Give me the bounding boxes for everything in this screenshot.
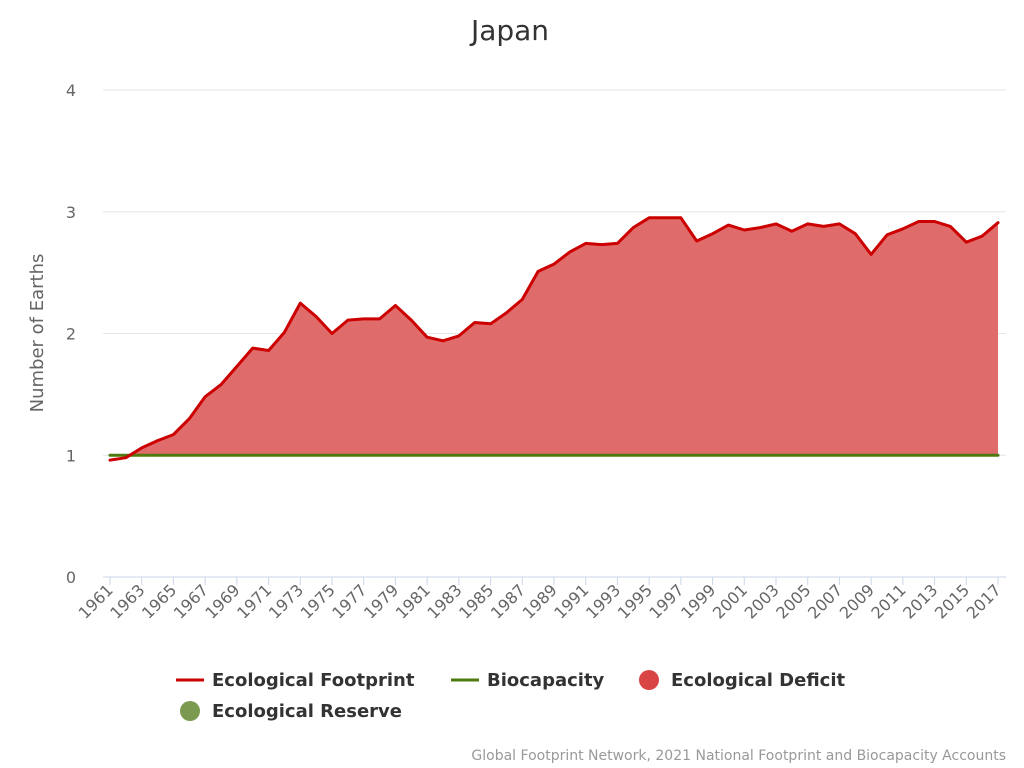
y-tick-label: 1 — [66, 446, 76, 465]
x-tick-label: 1995 — [614, 580, 656, 622]
x-tick-label: 1977 — [328, 580, 370, 622]
x-tick-label: 2007 — [804, 580, 846, 622]
legend-item[interactable]: Ecological Deficit — [639, 670, 846, 691]
x-tick-label: 1999 — [677, 580, 719, 622]
x-tick-label: 1961 — [75, 580, 117, 622]
x-tick-label: 1993 — [582, 580, 624, 622]
x-tick-label: 2005 — [772, 580, 814, 622]
y-tick-label: 2 — [66, 325, 76, 344]
legend-label: Ecological Reserve — [212, 701, 402, 722]
legend-label: Ecological Footprint — [212, 670, 415, 691]
legend-dot-icon — [180, 701, 200, 721]
x-tick-label: 1975 — [297, 580, 339, 622]
x-tick-label: 1981 — [392, 580, 434, 622]
x-tick-label: 1971 — [233, 580, 275, 622]
x-tick-label: 2011 — [867, 580, 909, 622]
legend-item[interactable]: Ecological Reserve — [180, 701, 402, 722]
credits[interactable]: Global Footprint Network, 2021 National … — [471, 748, 1006, 764]
legend-item[interactable]: Ecological Footprint — [176, 670, 415, 691]
y-axis-title: Number of Earths — [27, 254, 48, 413]
x-tick-label: 1965 — [138, 580, 180, 622]
ecological-deficit-area — [129, 217, 999, 456]
x-tick-label: 1969 — [201, 580, 243, 622]
x-tick-label: 1991 — [550, 580, 592, 622]
x-tick-label: 1983 — [423, 580, 465, 622]
x-tick-label: 1967 — [170, 580, 212, 622]
legend: Ecological Footprint Biocapacity Ecologica… — [176, 670, 846, 722]
x-tick-label: 2003 — [741, 580, 783, 622]
x-tick-label: 1973 — [265, 580, 307, 622]
x-tick-label: 2017 — [963, 580, 1005, 622]
x-axis: 1961196319651967196919711973197519771979… — [75, 576, 1006, 623]
x-tick-label: 1979 — [360, 580, 402, 622]
chart-title: Japan — [469, 14, 549, 47]
legend-label: Ecological Deficit — [671, 670, 846, 691]
x-tick-label: 2001 — [709, 580, 751, 622]
x-tick-label: 1987 — [487, 580, 529, 622]
x-tick-label: 2013 — [899, 580, 941, 622]
x-tick-label: 1997 — [645, 580, 687, 622]
y-axis: 0 1 2 3 4 — [66, 81, 76, 587]
legend-label: Biocapacity — [487, 670, 605, 691]
x-tick-label: 1963 — [106, 580, 148, 622]
legend-item[interactable]: Biocapacity — [451, 670, 605, 691]
y-tick-label: 4 — [66, 81, 76, 100]
deficit-area-layer — [129, 217, 999, 456]
legend-dot-icon — [639, 670, 659, 690]
x-tick-label: 2015 — [931, 580, 973, 622]
x-tick-label: 2009 — [836, 580, 878, 622]
y-tick-label: 0 — [66, 568, 76, 587]
y-tick-label: 3 — [66, 203, 76, 222]
series-lines — [108, 216, 1000, 462]
ecological-footprint-line — [108, 216, 1000, 462]
x-tick-label: 1989 — [519, 580, 561, 622]
x-tick-label: 1985 — [455, 580, 497, 622]
